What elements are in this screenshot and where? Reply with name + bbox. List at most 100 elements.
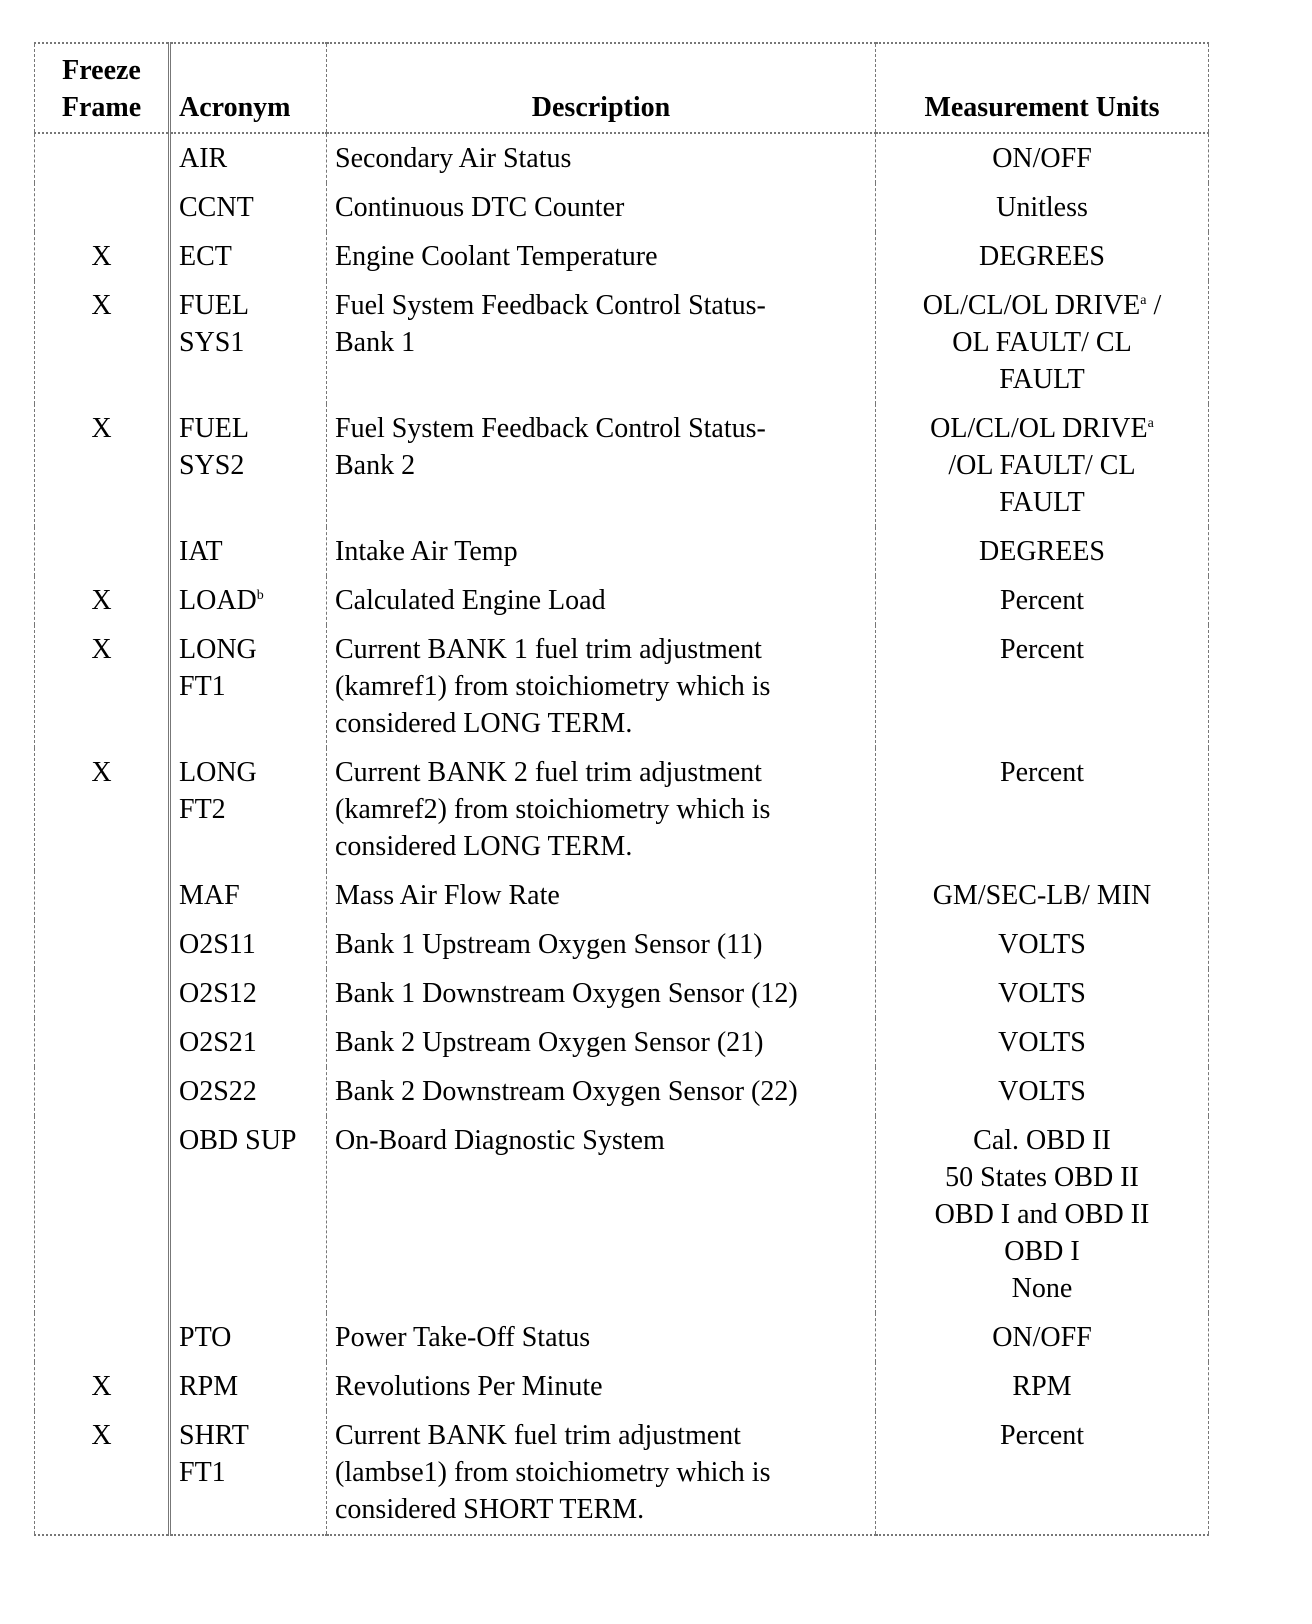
units-after-text: /OL FAULT/ CL FAULT: [948, 450, 1136, 518]
units-text: Percent: [1000, 634, 1084, 665]
cell-units: GM/SEC-LB/ MIN: [875, 871, 1209, 920]
units-text: DEGREES: [979, 241, 1105, 272]
cell-acronym: CCNT: [168, 183, 327, 232]
table-row: AIR Secondary Air Status ON/OFF: [34, 133, 1209, 183]
cell-description: Bank 1 Downstream Oxygen Sensor (12): [326, 969, 876, 1018]
cell-units: VOLTS: [875, 969, 1209, 1018]
cell-description: Current BANK 1 fuel trim adjustment (kam…: [326, 625, 876, 748]
cell-acronym: LONG FT2: [168, 748, 327, 871]
cell-units: DEGREES: [875, 527, 1209, 576]
acronym-text: PTO: [179, 1322, 232, 1353]
units-text: OL/CL/OL DRIVE: [930, 413, 1148, 444]
units-text: RPM: [1012, 1371, 1072, 1402]
units-text: Percent: [1000, 1420, 1084, 1451]
cell-units: VOLTS: [875, 1018, 1209, 1067]
description-text: On-Board Diagnostic System: [335, 1125, 665, 1156]
cell-units: Percent: [875, 748, 1209, 871]
cell-acronym: OBD SUP: [168, 1116, 327, 1313]
cell-freeze-frame: X: [34, 1411, 170, 1536]
freeze-text: X: [91, 413, 112, 444]
table-row: O2S22 Bank 2 Downstream Oxygen Sensor (22…: [34, 1067, 1209, 1116]
cell-units: OL/CL/OL DRIVEa / OL FAULT/ CL FAULT: [875, 281, 1209, 404]
cell-description: Current BANK 2 fuel trim adjustment (kam…: [326, 748, 876, 871]
cell-description: Bank 1 Upstream Oxygen Sensor (11): [326, 920, 876, 969]
cell-freeze-frame: X: [34, 281, 170, 404]
table-row: O2S11 Bank 1 Upstream Oxygen Sensor (11) V…: [34, 920, 1209, 969]
table-row: X LONG FT1 Current BANK 1 fuel trim adjust…: [34, 625, 1209, 748]
cell-freeze-frame: [34, 969, 170, 1018]
acronym-text: RPM: [179, 1371, 239, 1402]
cell-freeze-frame: [34, 183, 170, 232]
cell-units: Percent: [875, 576, 1209, 625]
cell-units: Percent: [875, 625, 1209, 748]
cell-units: Percent: [875, 1411, 1209, 1536]
description-text: Engine Coolant Temperature: [335, 241, 658, 272]
table-row: O2S12 Bank 1 Downstream Oxygen Sensor (12…: [34, 969, 1209, 1018]
cell-units: Cal. OBD II 50 States OBD II OBD I and O…: [875, 1116, 1209, 1313]
cell-freeze-frame: X: [34, 404, 170, 527]
description-text: Secondary Air Status: [335, 143, 572, 174]
description-text: Bank 1 Upstream Oxygen Sensor (11): [335, 929, 763, 960]
description-text: Fuel System Feedback Control Status- Ban…: [335, 290, 766, 358]
cell-units: Unitless: [875, 183, 1209, 232]
cell-acronym: O2S21: [168, 1018, 327, 1067]
table-row: OBD SUP On-Board Diagnostic System Cal. OB…: [34, 1116, 1209, 1313]
acronym-text: AIR: [179, 143, 228, 174]
units-text: GM/SEC-LB/ MIN: [932, 880, 1152, 911]
acronym-text: LONG FT1: [179, 634, 257, 702]
freeze-text: X: [91, 241, 112, 272]
freeze-text: X: [91, 585, 112, 616]
cell-acronym: O2S11: [168, 920, 327, 969]
table-row: MAF Mass Air Flow Rate GM/SEC-LB/ MIN: [34, 871, 1209, 920]
cell-acronym: FUEL SYS1: [168, 281, 327, 404]
header-description: Description: [326, 42, 876, 134]
table-row: O2S21 Bank 2 Upstream Oxygen Sensor (21) V…: [34, 1018, 1209, 1067]
acronym-text: O2S11: [179, 929, 256, 960]
units-text: Unitless: [996, 192, 1088, 223]
description-text: Calculated Engine Load: [335, 585, 606, 616]
table-row: X FUEL SYS2 Fuel System Feedback Control S…: [34, 404, 1209, 527]
table-row: X ECT Engine Coolant Temperature DEGREES: [34, 232, 1209, 281]
cell-description: Secondary Air Status: [326, 133, 876, 183]
units-sup-text: a: [1147, 416, 1154, 431]
cell-units: RPM: [875, 1362, 1209, 1411]
header-acronym: Acronym: [168, 42, 327, 134]
acronym-text: MAF: [179, 880, 240, 911]
cell-acronym: ECT: [168, 232, 327, 281]
description-text: Current BANK 1 fuel trim adjustment (kam…: [335, 634, 771, 739]
acronym-text: IAT: [179, 536, 223, 567]
acronym-text: LOAD: [179, 585, 257, 616]
cell-description: Revolutions Per Minute: [326, 1362, 876, 1411]
cell-freeze-frame: [34, 1067, 170, 1116]
units-sup-text: a: [1140, 293, 1147, 308]
units-after-text: / OL FAULT/ CL FAULT: [952, 290, 1162, 395]
freeze-text: X: [91, 1420, 112, 1451]
units-text: ON/OFF: [992, 1322, 1092, 1353]
acronym-sup-text: b: [256, 588, 264, 603]
cell-acronym: AIR: [168, 133, 327, 183]
cell-freeze-frame: X: [34, 232, 170, 281]
cell-units: ON/OFF: [875, 133, 1209, 183]
cell-freeze-frame: [34, 133, 170, 183]
acronym-text: ECT: [179, 241, 232, 272]
freeze-text: X: [91, 290, 112, 321]
units-text: DEGREES: [979, 536, 1105, 567]
units-text: OL/CL/OL DRIVE: [922, 290, 1141, 321]
units-text: VOLTS: [998, 978, 1086, 1009]
description-text: Current BANK fuel trim adjustment (lambs…: [335, 1420, 771, 1525]
cell-units: OL/CL/OL DRIVEa /OL FAULT/ CL FAULT: [875, 404, 1209, 527]
cell-acronym: O2S12: [168, 969, 327, 1018]
description-text: Bank 2 Upstream Oxygen Sensor (21): [335, 1027, 764, 1058]
cell-acronym: PTO: [168, 1313, 327, 1362]
freeze-text: X: [91, 1371, 112, 1402]
table-row: X SHRT FT1 Current BANK fuel trim adjustme…: [34, 1411, 1209, 1536]
header-units: Measurement Units: [875, 42, 1209, 134]
cell-acronym: O2S22: [168, 1067, 327, 1116]
description-text: Current BANK 2 fuel trim adjustment (kam…: [335, 757, 771, 862]
acronym-text: O2S21: [179, 1027, 257, 1058]
cell-freeze-frame: [34, 1018, 170, 1067]
cell-description: Power Take-Off Status: [326, 1313, 876, 1362]
cell-units: VOLTS: [875, 920, 1209, 969]
cell-freeze-frame: [34, 1116, 170, 1313]
acronym-text: CCNT: [179, 192, 254, 223]
